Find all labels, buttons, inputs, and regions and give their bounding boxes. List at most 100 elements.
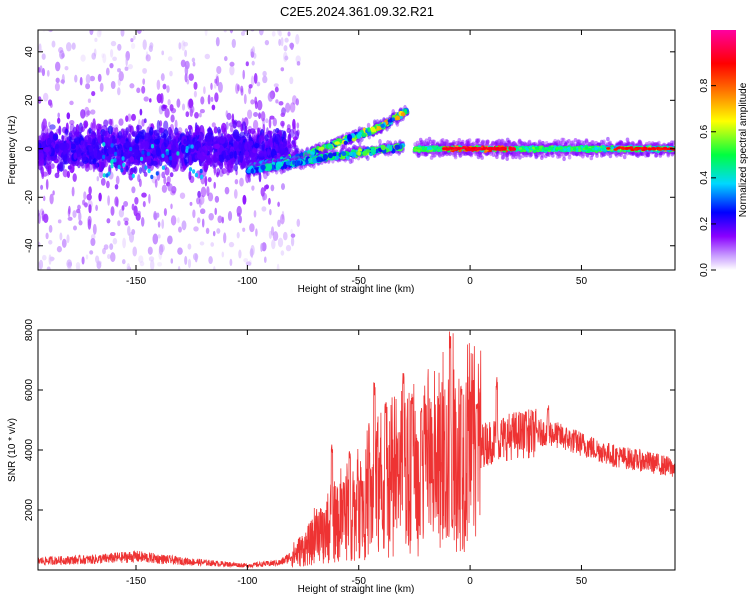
noise-speck <box>199 108 205 114</box>
noise-speck <box>117 77 121 87</box>
noise-speck <box>49 256 54 262</box>
noise-speck <box>204 53 211 60</box>
noise-speck <box>221 168 227 175</box>
noise-highlight <box>150 144 155 149</box>
noise-speck <box>117 87 121 96</box>
noise-speck <box>72 210 77 218</box>
noise-speck <box>48 240 53 245</box>
noise-speck <box>251 185 255 191</box>
noise-core <box>188 154 192 166</box>
noise-speck <box>295 34 300 45</box>
noise-speck <box>106 253 111 260</box>
noise-speck <box>207 177 212 183</box>
noise-highlight <box>102 142 106 147</box>
noise-speck <box>281 210 285 220</box>
noise-speck <box>41 68 45 77</box>
noise-speck <box>125 56 128 67</box>
noise-speck <box>89 250 94 255</box>
noise-speck <box>191 57 196 63</box>
noise-speck <box>170 215 177 226</box>
noise-speck <box>117 220 121 227</box>
noise-speck <box>102 53 107 64</box>
noise-speck <box>96 176 100 182</box>
noise-speck <box>280 67 285 72</box>
noise-speck <box>188 73 194 81</box>
noise-speck <box>149 98 152 103</box>
noise-speck <box>271 239 276 250</box>
noise-speck <box>268 230 272 240</box>
noise-speck <box>112 56 117 62</box>
noise-speck <box>109 48 114 58</box>
noise-speck <box>122 237 126 249</box>
noise-speck <box>67 216 73 221</box>
noise-speck <box>91 91 96 97</box>
noise-core <box>194 127 201 136</box>
noise-speck <box>133 35 136 40</box>
noise-speck <box>48 240 53 245</box>
noise-speck <box>92 118 96 129</box>
noise-speck <box>229 61 235 67</box>
noise-core <box>149 138 155 144</box>
noise-speck <box>141 119 145 127</box>
trace-core <box>322 153 329 160</box>
noise-speck <box>51 40 56 48</box>
noise-speck <box>145 54 151 62</box>
noise-speck <box>289 42 295 49</box>
noise-speck <box>124 66 129 71</box>
noise-speck <box>223 232 227 244</box>
noise-speck <box>166 85 170 93</box>
noise-speck <box>197 190 201 198</box>
noise-speck <box>129 83 135 89</box>
noise-speck <box>56 128 61 134</box>
noise-speck <box>251 60 255 66</box>
noise-core <box>49 124 56 130</box>
noise-highlight <box>110 159 114 165</box>
noise-speck <box>248 84 253 89</box>
noise-speck <box>163 120 169 131</box>
noise-highlight <box>110 143 114 148</box>
noise-speck <box>205 227 210 234</box>
trace-core <box>332 152 337 157</box>
noise-speck <box>89 75 96 82</box>
noise-speck <box>79 76 83 86</box>
trace-core <box>307 157 313 163</box>
noise-speck <box>216 228 221 234</box>
noise-highlight <box>102 154 106 160</box>
noise-core <box>221 150 227 160</box>
noise-core <box>229 151 234 159</box>
noise-core <box>133 159 139 166</box>
noise-speck <box>42 195 46 202</box>
noise-speck <box>289 76 294 85</box>
noise-speck <box>290 236 295 247</box>
noise-speck <box>258 112 262 119</box>
noise-speck <box>125 115 129 122</box>
noise-speck <box>221 251 225 258</box>
noise-core <box>239 152 244 164</box>
noise-core <box>125 151 131 159</box>
noise-speck <box>156 93 162 104</box>
noise-speck <box>162 83 167 90</box>
noise-speck <box>250 99 255 105</box>
noise-speck <box>242 69 245 80</box>
noise-highlight <box>113 158 117 163</box>
noise-speck <box>206 186 210 197</box>
noise-highlight <box>185 148 189 154</box>
noise-speck <box>277 237 284 248</box>
noise-core <box>141 142 148 150</box>
trace-core <box>380 144 386 151</box>
noise-speck <box>129 83 135 89</box>
noise-speck <box>264 39 270 46</box>
noise-speck <box>269 208 272 216</box>
noise-core <box>175 132 180 138</box>
noise-speck <box>280 213 285 225</box>
noise-core <box>103 136 109 143</box>
trace-core <box>394 144 400 150</box>
noise-speck <box>181 103 186 111</box>
noise-speck <box>48 30 53 33</box>
noise-speck <box>287 31 291 37</box>
noise-speck <box>280 120 285 127</box>
noise-core <box>214 135 222 141</box>
noise-speck <box>156 79 161 90</box>
noise-speck <box>109 62 114 69</box>
noise-speck <box>81 256 85 265</box>
